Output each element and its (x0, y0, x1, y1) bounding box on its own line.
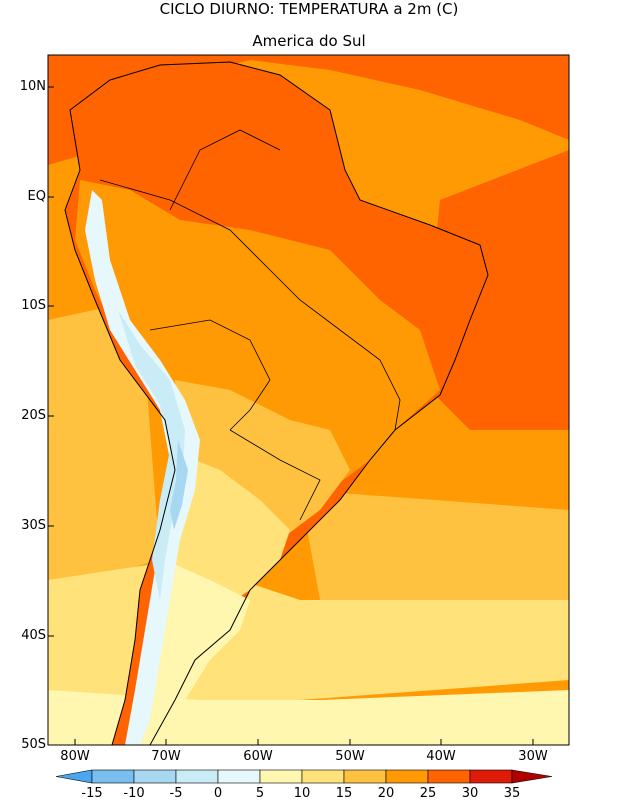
x-tick-label: 40W (426, 749, 456, 764)
colorbar-swatch (511, 769, 553, 784)
border-line (149, 319, 271, 431)
colorbar-label: 25 (419, 786, 437, 801)
y-tick-label: 30S (21, 518, 46, 533)
border-line (169, 129, 281, 211)
continent-interior-warm (75, 180, 440, 520)
coastline (64, 61, 489, 745)
border-line (99, 179, 401, 431)
colorbar-label: -5 (169, 786, 183, 801)
colorbar-label: -10 (123, 786, 145, 801)
y-tick-label: 50S (21, 737, 46, 752)
colorbar-label: 30 (461, 786, 479, 801)
colorbar-swatch (301, 769, 345, 784)
andes-frozen (170, 440, 188, 530)
axis-ticks (48, 86, 534, 745)
continent-south-mid (175, 380, 350, 540)
x-tick-label: 80W (60, 749, 90, 764)
colorbar-swatch (427, 769, 471, 784)
colorbar-swatch (133, 769, 177, 784)
colorbar-swatch (55, 769, 93, 784)
colorbar-swatch (469, 769, 513, 784)
field-north-hot (48, 55, 569, 165)
colorbar-label: 0 (213, 786, 223, 801)
colorbar-label: 5 (255, 786, 265, 801)
colorbar-label: 15 (335, 786, 353, 801)
map-title: CICLO DIURNO: TEMPERATURA a 2m (C) (159, 0, 459, 18)
colorbar-label: 20 (377, 786, 395, 801)
y-tick-label: 10N (19, 79, 46, 94)
andes-colder (118, 310, 185, 600)
x-tick-label: 30W (518, 749, 548, 764)
y-tick-label: 10S (21, 298, 46, 313)
field-atlantic-hot (420, 150, 569, 430)
colorbar (55, 769, 553, 784)
colorbar-label: -15 (81, 786, 103, 801)
x-tick-label: 60W (243, 749, 273, 764)
map-frame (47, 54, 570, 746)
x-tick-label: 70W (151, 749, 181, 764)
colorbar-swatch (343, 769, 387, 784)
colorbar-swatch (385, 769, 429, 784)
colorbar-swatch (91, 769, 135, 784)
andes-cold (85, 190, 200, 745)
y-tick-label: 40S (21, 628, 46, 643)
field-south-atlantic-mid (300, 490, 569, 600)
map-subtitle: America do Sul (252, 32, 366, 50)
y-tick-label: EQ (27, 189, 46, 204)
colorbar-swatch (259, 769, 303, 784)
y-tick-label: 20S (21, 408, 46, 423)
x-tick-label: 50W (335, 749, 365, 764)
colorbar-label: 35 (503, 786, 521, 801)
colorbar-label: 10 (293, 786, 311, 801)
colorbar-swatch (175, 769, 219, 784)
colorbar-swatch (217, 769, 261, 784)
map-field (48, 55, 569, 745)
border-line (229, 429, 321, 521)
